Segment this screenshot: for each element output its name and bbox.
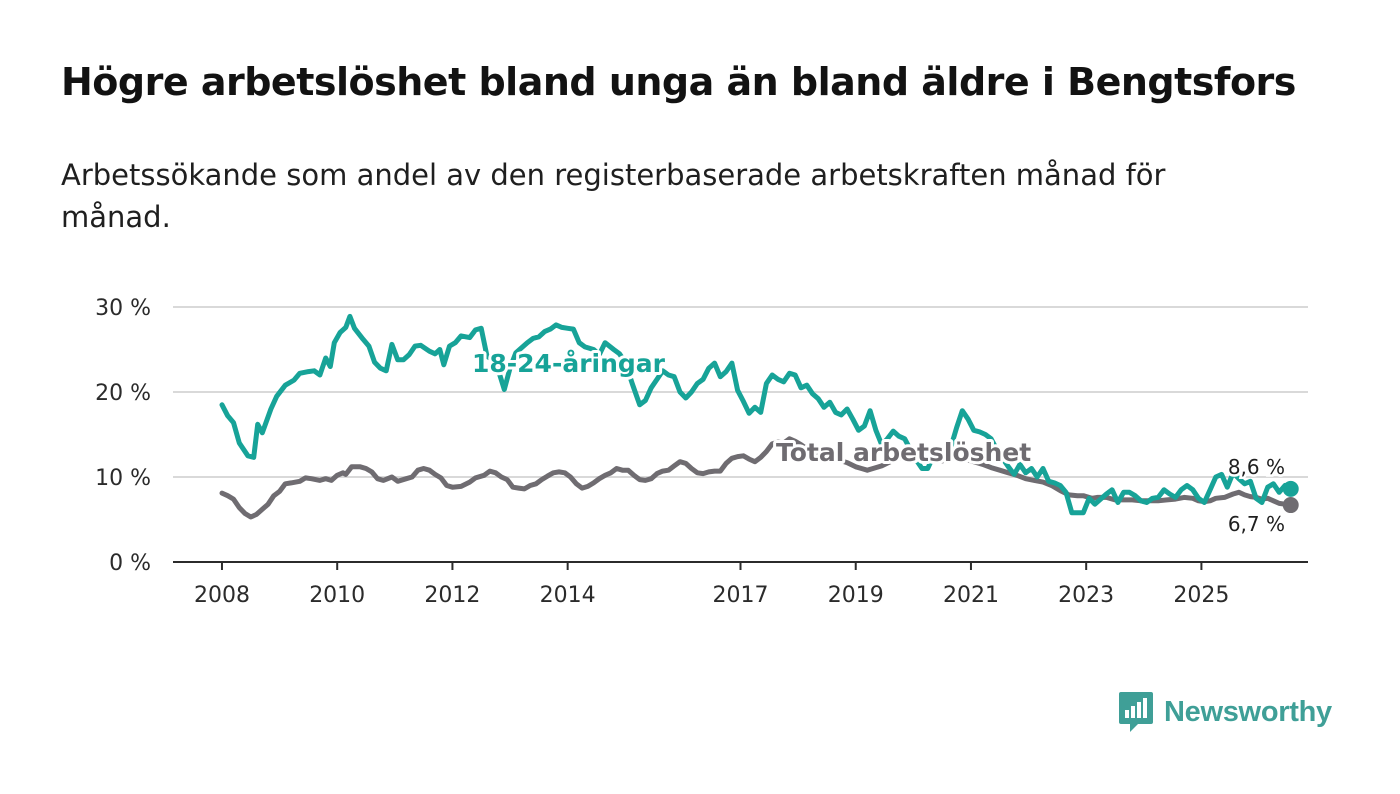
series-labels: 18-24-åringar Total arbetslöshet 8,6 % 6,7 … [469, 346, 1288, 539]
y-tick-label: 0 % [109, 551, 151, 576]
x-tick-label: 2025 [1173, 583, 1229, 608]
x-tick-label: 2010 [309, 583, 365, 608]
series-line-youth [219, 313, 1294, 516]
series-label-youth: 18-24-åringar [472, 349, 666, 378]
x-tick-label: 2023 [1058, 583, 1114, 608]
brand-name: Newsworthy [1164, 695, 1332, 728]
series-lines [219, 313, 1299, 520]
x-tick-label: 2017 [713, 583, 769, 608]
x-axis: 2008 2010 2012 2014 2017 2019 2021 2023 2025 [173, 561, 1308, 608]
x-tick-label: 2012 [424, 583, 480, 608]
end-dot-youth [1282, 480, 1299, 497]
x-tick-label: 2008 [194, 583, 250, 608]
chart-title: Högre arbetslöshet bland unga än bland ä… [61, 60, 1296, 104]
newsworthy-logo: Newsworthy [1118, 690, 1332, 734]
bar-chart-speech-bubble-icon [1119, 692, 1153, 732]
y-tick-label: 20 % [95, 381, 151, 406]
x-tick-label: 2021 [943, 583, 999, 608]
chart-subtitle: Arbetssökande som andel av den registerb… [61, 158, 1166, 234]
end-value-label-total: 6,7 % [1228, 512, 1285, 536]
y-tick-label: 10 % [95, 466, 151, 491]
end-dot-total [1282, 497, 1299, 514]
y-axis: 0 % 10 % 20 % 30 % [95, 296, 151, 576]
series-label-total: Total arbetslöshet [776, 438, 1031, 467]
end-value-label-youth: 8,6 % [1228, 455, 1285, 479]
x-tick-label: 2019 [828, 583, 884, 608]
y-tick-label: 30 % [95, 296, 151, 321]
x-tick-label: 2014 [540, 583, 596, 608]
